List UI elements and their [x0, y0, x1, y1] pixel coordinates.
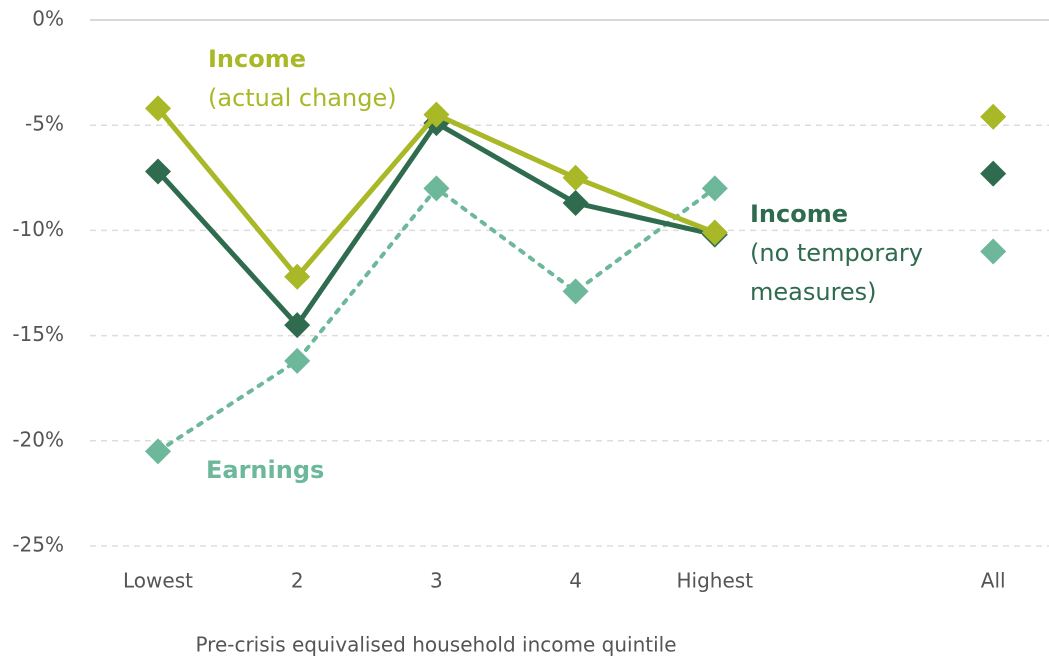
series-note: measures) — [750, 278, 877, 306]
series-label: Income — [750, 200, 848, 228]
series-note: (no temporary — [750, 239, 923, 267]
x-axis-label: Pre-crisis equivalised household income … — [195, 633, 676, 657]
marker — [145, 158, 171, 185]
marker — [980, 238, 1007, 265]
y-tick-label: -20% — [12, 427, 64, 451]
y-tick-label: -25% — [12, 533, 64, 557]
marker — [701, 219, 728, 246]
y-tick-label: 0% — [32, 7, 64, 31]
y-tick-label: -10% — [12, 217, 64, 241]
series-label: Earnings — [206, 456, 324, 484]
marker — [423, 175, 450, 202]
series-line — [158, 188, 993, 451]
x-tick-label: All — [981, 569, 1006, 593]
marker — [284, 312, 311, 339]
marker — [423, 101, 450, 128]
marker — [980, 103, 1007, 130]
x-tick-label: 2 — [291, 569, 304, 593]
marker — [284, 263, 311, 290]
marker — [145, 95, 171, 122]
x-tick-label: Lowest — [123, 569, 193, 593]
y-tick-label: -5% — [25, 112, 64, 136]
x-tick-label: 4 — [569, 569, 582, 593]
series-label: Income — [208, 45, 306, 73]
series-note: (actual change) — [208, 84, 397, 112]
x-tick-label: 3 — [430, 569, 443, 593]
marker — [701, 175, 728, 202]
marker — [562, 190, 589, 217]
marker — [562, 278, 589, 305]
x-tick-label: Highest — [677, 569, 754, 593]
marker — [145, 438, 171, 465]
y-tick-label: -15% — [12, 322, 64, 346]
marker — [562, 164, 589, 191]
marker — [284, 347, 311, 374]
marker — [980, 160, 1007, 187]
